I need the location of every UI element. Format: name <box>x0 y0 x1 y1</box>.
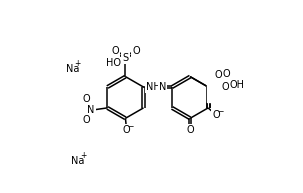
Text: NH: NH <box>146 82 161 92</box>
Text: N: N <box>87 105 95 115</box>
Text: O: O <box>222 70 230 80</box>
Text: O: O <box>82 94 90 104</box>
Text: O: O <box>215 70 222 80</box>
Text: −: − <box>127 122 133 131</box>
Text: −: − <box>217 107 223 116</box>
Text: OH: OH <box>222 82 237 92</box>
Text: O: O <box>123 125 130 135</box>
Text: O: O <box>132 46 140 56</box>
Text: Na: Na <box>66 64 79 74</box>
Text: HO: HO <box>106 58 121 68</box>
Text: O: O <box>111 46 119 56</box>
Text: O: O <box>223 69 230 79</box>
Text: O: O <box>215 70 222 80</box>
Text: +: + <box>74 59 80 68</box>
Text: Na: Na <box>72 156 85 166</box>
Text: OH: OH <box>229 80 245 90</box>
Text: S: S <box>122 53 128 63</box>
Text: OH: OH <box>225 81 240 91</box>
Text: O: O <box>212 110 220 120</box>
Text: O: O <box>82 115 90 125</box>
Text: N: N <box>159 82 166 92</box>
Text: +: + <box>80 151 86 160</box>
Text: O: O <box>186 125 194 135</box>
Text: OH: OH <box>229 80 245 90</box>
